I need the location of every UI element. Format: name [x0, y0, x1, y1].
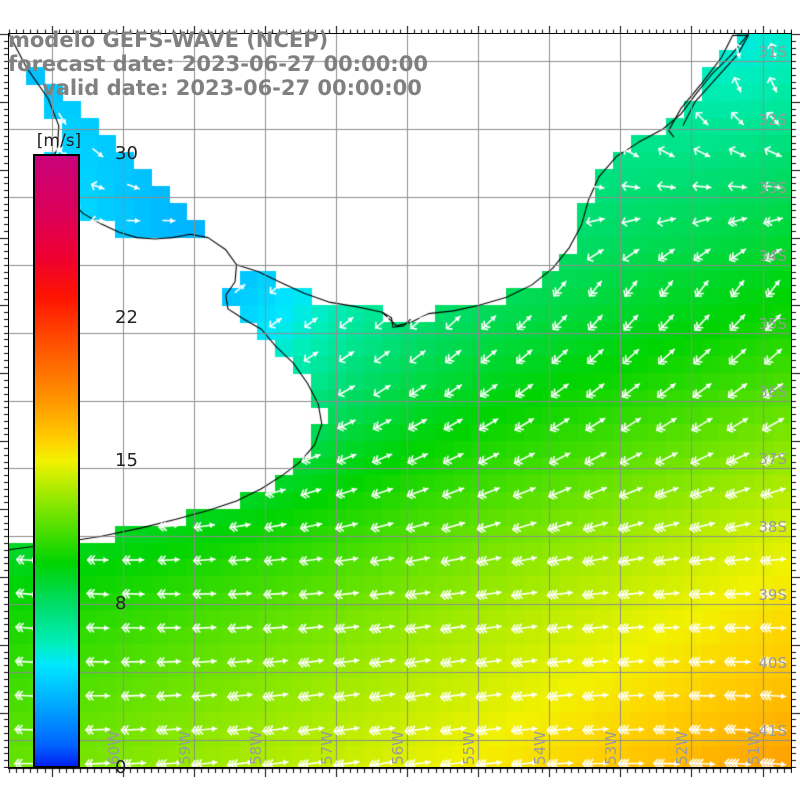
colorbar-tick-label: 8 — [115, 593, 127, 615]
colorbar-gradient — [33, 154, 80, 768]
colorbar-unit-label: [m/s] — [36, 131, 82, 151]
colorbar-tick-label: 15 — [115, 450, 138, 471]
axis-ruler-top — [8, 26, 792, 34]
axis-ruler-bottom — [8, 768, 792, 777]
colorbar-tick-label: 0 — [115, 757, 127, 778]
axis-ruler-right — [791, 33, 800, 768]
colorbar-tick-label: 22 — [115, 306, 138, 328]
colorbar[interactable]: 30 22 15 8 0 — [33, 145, 138, 777]
axis-ruler-left — [0, 33, 9, 768]
map-plot-area[interactable]: 61W60W59W58W57W56W55W54W53W52W51W 31S32S… — [8, 33, 792, 768]
colorbar-tick-label: 30 — [115, 143, 138, 164]
wind-barb-layer — [9, 34, 791, 767]
